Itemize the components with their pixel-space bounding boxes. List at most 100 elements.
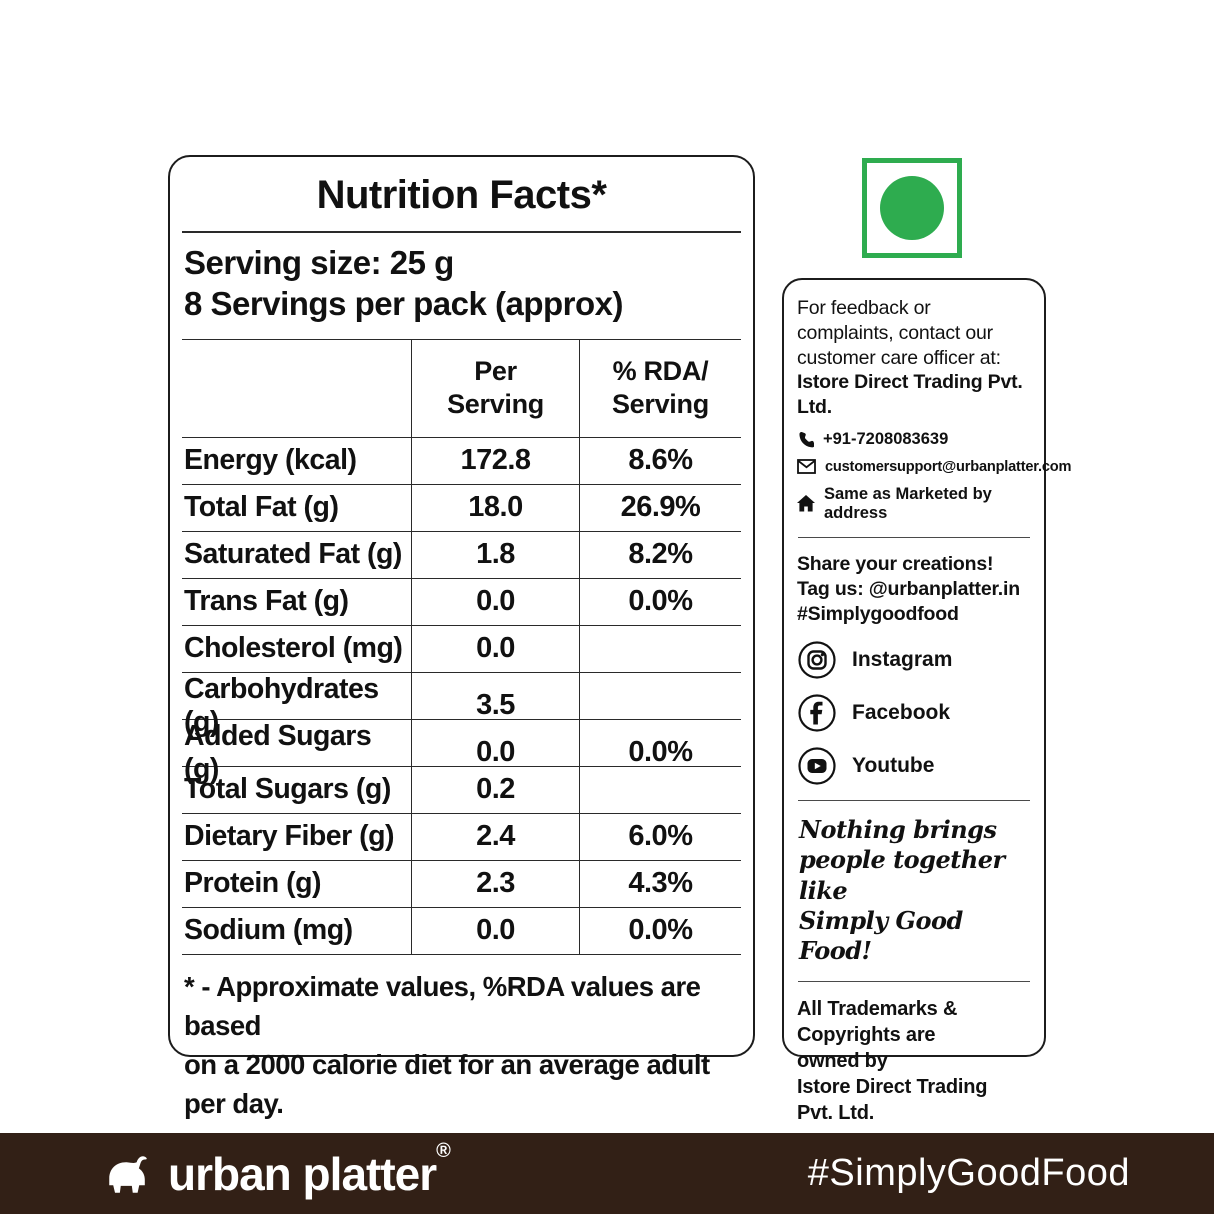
brand-logo: urban platter® (98, 1141, 451, 1200)
table-row: Total Sugars (g) 0.2 (182, 766, 741, 814)
footer-brand-bar: urban platter® #SimplyGoodFood (0, 1133, 1214, 1214)
table-cell-label: Carbohydrates (g) (184, 672, 379, 738)
nutrition-table-header: Per Serving % RDA/ Serving (182, 339, 741, 438)
share-block: Share your creations! Tag us: @urbanplat… (797, 552, 1031, 627)
table-cell-rda: 26.9% (578, 484, 741, 531)
nutrition-table: Per Serving % RDA/ Serving Energy (kcal)… (182, 338, 741, 955)
trademark-line: Istore Direct Trading (797, 1075, 988, 1098)
contact-intro: For feedback or complaints, contact our … (797, 297, 1001, 369)
share-line: #Simplygoodfood (797, 602, 959, 625)
table-row: Sodium (mg) 0.0 0.0% (182, 907, 741, 955)
social-label: Instagram (852, 647, 953, 671)
servings-per-pack: 8 Servings per pack (approx) (184, 284, 624, 322)
divider (798, 799, 1030, 801)
table-cell-rda: 8.6% (578, 437, 741, 484)
home-icon (797, 495, 815, 512)
divider (182, 231, 741, 233)
table-cell-label: Total Sugars (g) (184, 773, 391, 806)
header-line: Serving (611, 389, 709, 420)
divider (798, 980, 1030, 982)
table-row: Dietary Fiber (g) 2.4 6.0% (182, 813, 741, 861)
table-row: Total Fat (g) 18.0 26.9% (182, 484, 741, 532)
address-text: Same as Marketed by address (824, 484, 992, 522)
trademark-line: All Trademarks & (797, 997, 958, 1020)
share-line: Share your creations! (797, 552, 994, 575)
elephant-icon (98, 1152, 152, 1196)
contact-email-row: customersupport@urbanplatter.com (797, 459, 1071, 475)
contact-address-row: Same as Marketed by address (797, 485, 1031, 523)
nutrition-facts-title: Nutrition Facts* (316, 173, 607, 217)
table-cell-label: Saturated Fat (g) (184, 538, 402, 571)
table-row: Trans Fat (g) 0.0 0.0% (182, 578, 741, 626)
table-cell-rda: 0.0% (578, 719, 741, 786)
table-cell-rda: 8.2% (578, 531, 741, 578)
divider (798, 536, 1030, 538)
table-cell-per: 3.5 (411, 672, 579, 739)
table-cell-per: 172.8 (411, 437, 579, 484)
contact-text: For feedback or complaints, contact our … (797, 296, 1031, 420)
table-cell-rda (578, 766, 741, 813)
share-line: Tag us: @urbanplatter.in (797, 577, 1020, 600)
header-spacer (182, 340, 411, 437)
quote-line: Nothing brings (799, 814, 997, 844)
contact-company: Istore Direct Trading Pvt. Ltd. (797, 371, 1023, 418)
trademark-line: Copyrights are (797, 1023, 936, 1046)
table-cell-rda: 4.3% (578, 860, 741, 907)
table-cell-per: 0.0 (411, 578, 579, 625)
table-cell-rda (578, 672, 741, 739)
vegetarian-mark (862, 158, 962, 258)
table-row: Added Sugars (g) 0.0 0.0% (182, 719, 741, 786)
social-label: Facebook (852, 700, 951, 724)
brand-name-text: urban platter (168, 1147, 437, 1200)
column-header-rda: % RDA/ Serving (578, 339, 741, 437)
trademark-line: owned by (797, 1049, 888, 1072)
footnote-line: * - Approximate values, %RDA values are … (184, 970, 701, 1041)
table-row: Protein (g) 2.3 4.3% (182, 860, 741, 908)
registered-mark: ® (436, 1140, 451, 1163)
table-cell-per: 0.0 (411, 625, 579, 672)
info-panel: For feedback or complaints, contact our … (782, 278, 1071, 1124)
youtube-icon (797, 746, 837, 786)
nutrition-table-body: Energy (kcal) 172.8 8.6% Total Fat (g) 18.0 2… (182, 437, 741, 955)
table-cell-per: 2.4 (411, 813, 579, 860)
green-dot-icon (880, 176, 944, 240)
table-cell-rda (578, 625, 741, 672)
footnote: * - Approximate values, %RDA values are … (182, 955, 741, 1123)
email-address: customersupport@urbanplatter.com (825, 458, 1072, 475)
table-cell-label: Trans Fat (g) (184, 585, 349, 618)
email-icon (797, 459, 816, 475)
table-cell-rda: 0.0% (578, 578, 741, 625)
table-cell-per: 0.0 (411, 907, 579, 954)
header-line: Per (474, 355, 517, 386)
table-row: Saturated Fat (g) 1.8 8.2% (182, 531, 741, 579)
table-row: Energy (kcal) 172.8 8.6% (182, 437, 741, 485)
table-cell-per: 1.8 (411, 531, 579, 578)
table-cell-rda: 6.0% (578, 813, 741, 860)
table-cell-per: 18.0 (411, 484, 579, 531)
phone-icon (797, 431, 814, 448)
footer-hashtag: #SimplyGoodFood (807, 1152, 1130, 1194)
facebook-icon (797, 693, 837, 733)
phone-number: +91-7208083639 (823, 429, 949, 448)
table-cell-label: Total Fat (g) (184, 491, 339, 524)
table-cell-per: 2.3 (411, 860, 579, 907)
social-label: Youtube (852, 753, 935, 777)
social-row-instagram: Instagram (797, 640, 1031, 680)
table-cell-per: 0.0 (411, 719, 579, 786)
header-line: % RDA/ (612, 355, 709, 386)
table-cell-label: Sodium (mg) (184, 914, 353, 947)
brand-name: urban platter® (168, 1141, 451, 1200)
quote-line: people together like (799, 845, 1005, 905)
social-row-youtube: Youtube (797, 746, 1031, 786)
table-cell-label: Dietary Fiber (g) (184, 820, 395, 853)
table-cell-per: 0.2 (411, 766, 579, 813)
table-cell-rda: 0.0% (578, 907, 741, 954)
header-line: Serving (447, 389, 544, 420)
quote-line: Simply Good Food! (799, 906, 963, 966)
social-row-facebook: Facebook (797, 693, 1031, 733)
trademark-line: Pvt. Ltd. (797, 1101, 875, 1124)
table-cell-label: Added Sugars (g) (184, 719, 372, 785)
brand-quote: Nothing brings people together like Simp… (797, 815, 1031, 967)
serving-info: Serving size: 25 g 8 Servings per pack (… (182, 233, 741, 325)
